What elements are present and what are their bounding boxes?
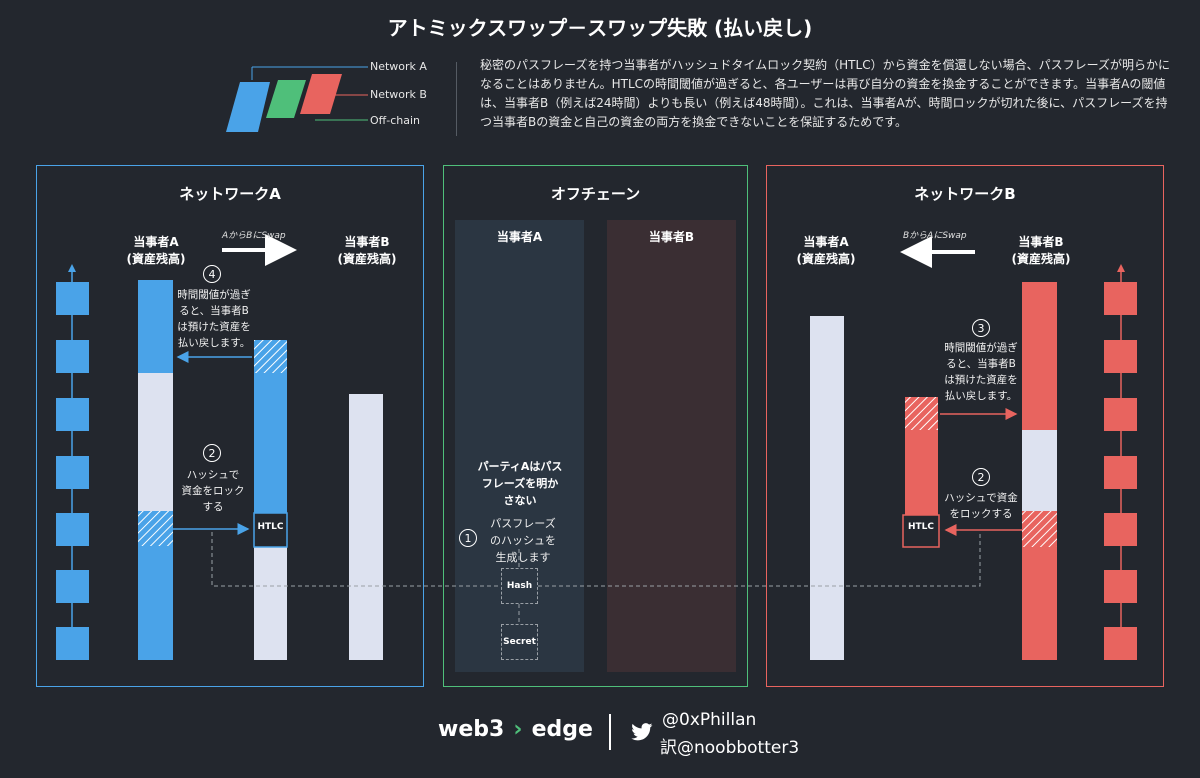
off-chain-title: オフチェーン [550, 185, 641, 203]
step-3-text: 時間閾値が過ぎ ると、当事者B は預けた資産を 払い戻します。 [944, 342, 1018, 402]
network-a-party-a-balance [138, 280, 173, 660]
legend-network-a: Network A [370, 60, 427, 73]
step-2b-badge: 2 [972, 468, 990, 486]
footer-logo: web3 › edge [438, 717, 593, 742]
network-b-panel [766, 165, 1164, 687]
offchain-party-b-label: 当事者B [648, 230, 695, 244]
legend-graphic [226, 66, 368, 132]
step-1-badge: 1 [459, 529, 477, 547]
footer-translator: 訳@noobbotter3 [660, 738, 800, 758]
network-a-htlc-column [254, 340, 287, 660]
network-a-panel [36, 165, 424, 687]
legend-network-b: Network B [370, 88, 427, 101]
network-b-htlc-label: HTLC [907, 522, 934, 532]
network-b-blockchain [1104, 264, 1137, 660]
step-2b-text: ハッシュで資金 をロックする [944, 492, 1018, 520]
off-chain-panel [443, 165, 748, 687]
logo-web3: web3 [438, 717, 505, 742]
offchain-party-a-label: 当事者A [496, 230, 543, 244]
network-a-title: ネットワークA [179, 185, 281, 203]
offchain-party-b-column [607, 220, 736, 672]
network-b-htlc-box [902, 514, 940, 548]
step-4-text: 時間閾値が過ぎ ると、当事者B は預けた資産を 払い戻します。 [177, 289, 251, 349]
twitter-icon [631, 723, 653, 741]
offchain-note: パーティAはパス フレーズを明か さない [477, 460, 563, 507]
network-b-party-a-label: 当事者A (資産残高) [796, 235, 856, 266]
network-b-title: ネットワークB [914, 185, 1016, 203]
legend-off-chain: Off-chain [370, 114, 420, 127]
legend-swatch-blue [226, 82, 270, 132]
network-b-party-b-label: 当事者B (資産残高) [1011, 235, 1071, 266]
footer-divider [609, 714, 611, 750]
hash-box: Hash [501, 568, 538, 604]
secret-box: Secret [501, 624, 538, 660]
step-3-badge: 3 [972, 319, 990, 337]
step-2a-text: ハッシュで 資金をロック する [181, 469, 245, 513]
network-a-party-a-label: 当事者A (資産残高) [126, 235, 186, 266]
hash-connector [211, 532, 981, 623]
step-4-badge: 4 [203, 265, 221, 283]
step-2a-badge: 2 [203, 444, 221, 462]
legend-swatch-red [300, 74, 342, 114]
swap-label-b: BからAにSwap [903, 231, 967, 241]
description: 秘密のパスフレーズを持つ当事者がハッシュドタイムロック契約（HTLC）から資金を… [480, 58, 1170, 129]
page-title: アトミックスワップ－スワップ失敗 (払い戻し) [387, 16, 813, 40]
chevron-right-icon: › [513, 717, 523, 742]
legend-swatch-green [266, 80, 306, 118]
network-a-party-b-balance [349, 394, 383, 660]
network-a-party-b-label: 当事者B (資産残高) [337, 235, 397, 266]
network-a-blockchain [56, 264, 89, 660]
network-b-party-a-balance [810, 316, 844, 660]
logo-edge: edge [531, 717, 593, 742]
network-a-htlc-box [253, 512, 288, 548]
footer-handle: @0xPhillan [662, 710, 757, 730]
offchain-party-a-column [455, 220, 584, 672]
step-1-text: パスフレーズ のハッシュを 生成します [490, 517, 556, 564]
network-b-party-b-balance [1022, 282, 1057, 660]
network-a-htlc-label: HTLC [257, 522, 284, 532]
swap-label-a: AからBにSwap [222, 231, 286, 241]
header-divider [456, 62, 457, 136]
network-b-htlc-column [905, 397, 938, 515]
